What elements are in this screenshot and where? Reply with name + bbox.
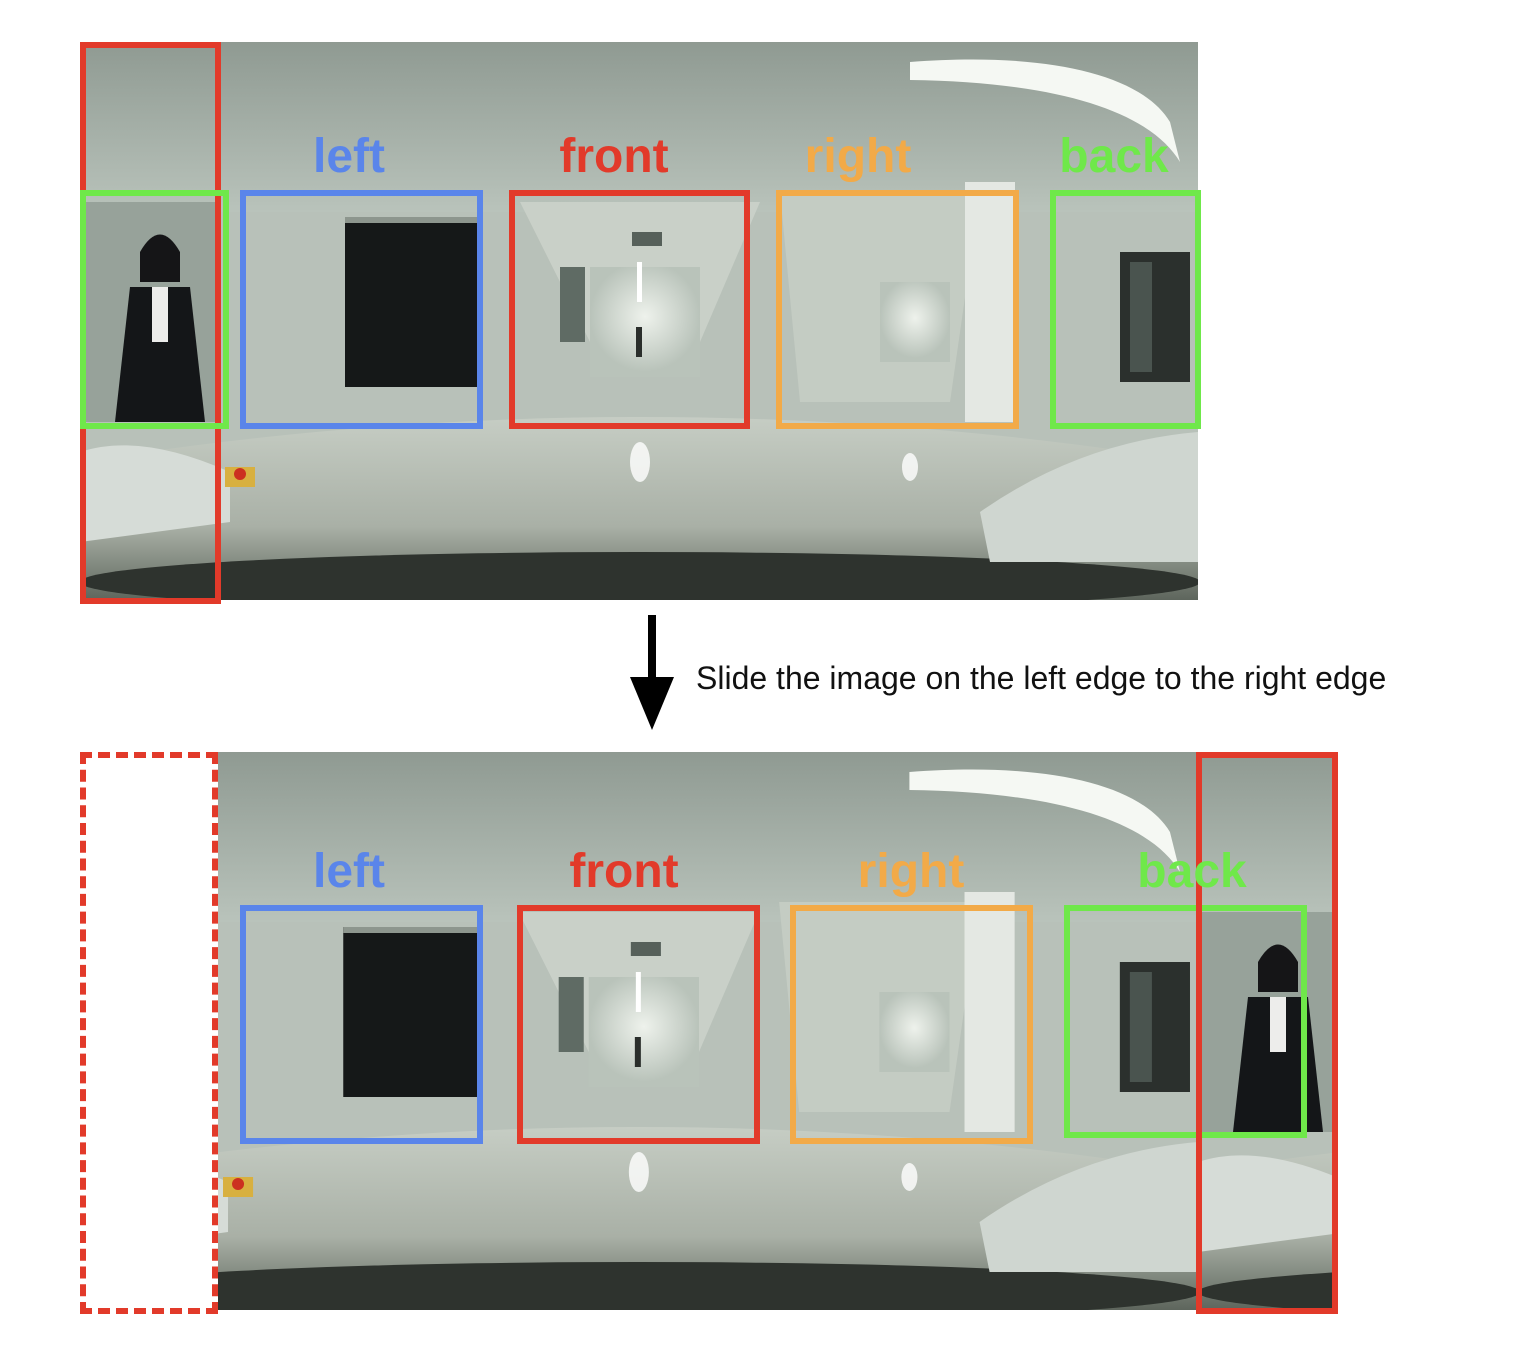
front-box bbox=[509, 190, 750, 429]
back-label: back bbox=[1059, 130, 1169, 183]
back-box-shifted bbox=[1064, 905, 1307, 1138]
back-box-left-edge bbox=[80, 190, 229, 429]
front-label-shifted: front bbox=[569, 845, 679, 898]
seam-region-right-edge bbox=[1196, 752, 1338, 1314]
left-label: left bbox=[313, 130, 385, 183]
panorama-shifted bbox=[80, 752, 1338, 1312]
removed-region-dashed bbox=[80, 752, 218, 1314]
right-box-shifted bbox=[790, 905, 1033, 1144]
caption-text: Slide the image on the left edge to the … bbox=[696, 660, 1387, 696]
left-box-shifted bbox=[240, 905, 483, 1144]
front-label: front bbox=[559, 130, 669, 183]
left-label-shifted: left bbox=[313, 845, 385, 898]
right-label: right bbox=[804, 130, 912, 183]
back-box bbox=[1050, 190, 1201, 429]
arrow-down-icon bbox=[630, 615, 674, 730]
right-label-shifted: right bbox=[857, 845, 965, 898]
back-label-shifted: back bbox=[1137, 845, 1247, 898]
right-box bbox=[776, 190, 1019, 429]
front-box-shifted bbox=[517, 905, 760, 1144]
left-box bbox=[240, 190, 483, 429]
